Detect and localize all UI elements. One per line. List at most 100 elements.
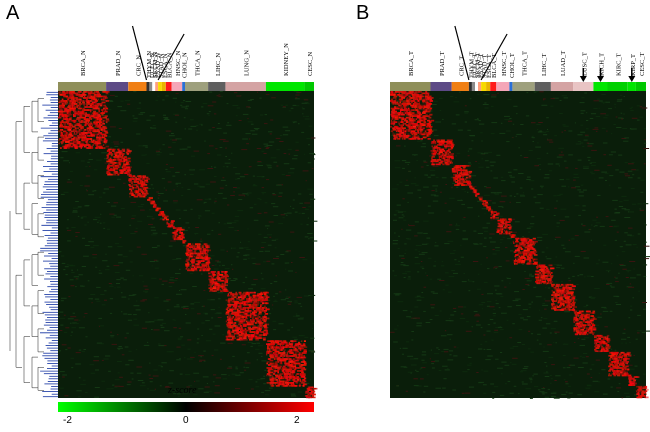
expression-block [478,196,483,201]
expression-block [304,386,318,399]
expression-block [430,139,455,166]
group-label: CESC_T [639,52,646,76]
group-band-paad-n [155,82,159,91]
group-label: SKCM_T [475,52,482,78]
group-band-stad-n [158,82,162,91]
group-band-skcm-t [475,82,478,91]
group-label: ESCA_T [486,54,493,78]
group-label: PAAD_N [155,53,162,78]
expression-block [608,351,632,377]
expression-block [266,340,308,387]
expression-block [475,192,480,197]
colorbar-tick-low: -2 [63,415,72,426]
group-label: BRCA_T [408,51,415,76]
group-label: CRC_N [135,55,142,76]
group-band-kirp-t [627,82,636,91]
group-label: LIHC_N [215,53,222,76]
heatmap-cells [390,91,650,399]
heatmap-panel-a: BRCA_N PRAD_N CRC_N THYM_NUCEC_NSKCM_NPAAD_… [9,25,318,399]
group-band-hnsc-n [171,82,183,91]
group-band-cesc-t [635,82,646,91]
group-band-esca-t [486,82,491,91]
group-band-lusc-t [573,82,594,91]
expression-block [158,211,166,216]
group-band-thym-t [468,82,472,91]
expression-block [593,334,611,352]
expression-block [171,227,185,241]
expression-block [490,211,500,219]
group-label: CHOL_N [182,52,189,78]
expression-block [149,200,156,205]
expression-block [469,185,475,190]
expression-block [534,264,555,285]
group-band-prad-n [106,82,129,91]
group-label: UCEC_N [149,52,156,78]
heatmap-panel-b: BRCA_T PRAD_T CRC_T THYM_TUCEC_TSKCM_TPAAD_… [390,25,650,399]
expression-block [628,376,640,386]
group-band-stad-t [481,82,487,91]
group-band-chol-n [182,82,186,91]
group-label: LUSC_T [581,52,588,76]
expression-block [155,207,161,212]
group-band-lihc-t [534,82,551,91]
group-band-crc-t [451,82,469,91]
group-label: KIDNEY_N [283,43,290,76]
expression-block [481,200,489,207]
expression-block [182,239,187,244]
group-label: UCEC_T [472,53,479,78]
expression-block [58,91,110,149]
expression-block [451,165,473,186]
expression-block [147,197,153,201]
group-band-thca-n [185,82,209,91]
group-band-cesc-n [304,82,314,91]
group-label: THYM_N [146,51,153,78]
group-label: PRAD_N [115,50,122,76]
expression-block [573,310,597,336]
group-band-paad-t [478,82,481,91]
group-band-blca-n [165,82,172,91]
group-label: ESCA_N [162,53,169,78]
arrow-icon [597,68,604,82]
group-label: LIHC_T [541,54,548,76]
group-label: PAAD_T [478,54,485,78]
group-label: LUNG_N [244,50,251,76]
expression-block [166,220,175,228]
group-band-thym-n [146,82,150,91]
group-band-blca-t [490,82,497,91]
group-label: CHOL_T [509,53,516,78]
expression-block [472,189,478,194]
group-band-kich-t [593,82,608,91]
group-band-lihc-n [208,82,226,91]
group-label: BRCA_N [80,50,87,76]
dendrogram [9,91,58,398]
colorbar-title: z-score [168,385,197,396]
group-band-ucec-t [472,82,475,91]
expression-block [208,271,229,292]
panel-a-letter: A [6,2,20,24]
colorbar [58,402,314,412]
group-band-kirc-t [607,82,628,91]
expression-block [509,234,516,238]
panel-b-letter: B [356,2,370,24]
expression-block [636,385,649,399]
expression-block [551,283,577,311]
group-label: THYM_T [468,52,475,78]
group-label: CRC_T [458,56,465,76]
group-band-kidney-n [265,82,305,91]
group-band-lung-n [225,82,266,91]
group-band-hnsc-t [496,82,510,91]
group-label: KIRP_T [630,54,637,76]
heatmap-cells [58,91,318,398]
group-band-luad-t [550,82,574,91]
expression-block [162,215,169,221]
group-band-crc-n [128,82,147,91]
group-band-brca-t [390,82,431,91]
label-bracket [131,25,185,81]
group-label: KICH_T [599,53,606,76]
group-label: HNSC_N [175,50,182,76]
expression-block [106,148,132,176]
expression-block [152,204,157,208]
group-label: HNSC_T [501,51,508,76]
group-label: STAD_N [158,53,165,78]
group-band-skcm-n [152,82,156,91]
